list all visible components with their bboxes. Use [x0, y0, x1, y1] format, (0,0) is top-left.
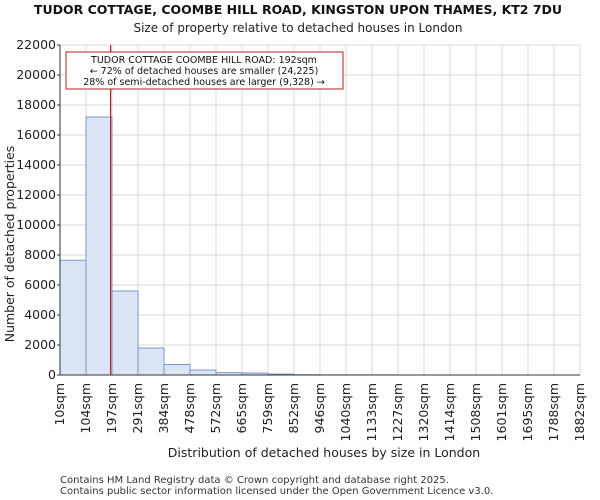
annotation-line-2: ← 72% of detached houses are smaller (24…	[90, 66, 319, 77]
x-axis-label: Distribution of detached houses by size …	[168, 445, 480, 460]
x-tick-label: 1133sqm	[364, 383, 379, 441]
y-tick-label: 12000	[16, 187, 56, 202]
x-tick-label: 1227sqm	[390, 383, 405, 441]
x-tick-label: 1882sqm	[572, 383, 587, 441]
y-tick-labels: 0 2000 4000 6000 8000 10000 12000 14000 16000 180…	[16, 37, 60, 382]
x-tick-label: 1320sqm	[416, 383, 431, 441]
x-tick-label: 759sqm	[260, 383, 275, 433]
x-tick-label: 1601sqm	[494, 383, 509, 441]
y-tick-label: 2000	[24, 337, 56, 352]
bar	[85, 116, 113, 376]
annotation-border	[65, 51, 344, 90]
x-tick-label: 10sqm	[52, 383, 67, 426]
x-tick-label: 197sqm	[104, 383, 119, 433]
x-tick-label: 665sqm	[234, 383, 249, 433]
bar	[111, 290, 139, 376]
y-tick-label: 8000	[24, 247, 56, 262]
chart-subtitle: Size of property relative to detached ho…	[133, 21, 462, 35]
x-tick-label: 1414sqm	[442, 383, 457, 441]
chart-title: TUDOR COTTAGE, COOMBE HILL ROAD, KINGSTO…	[34, 2, 562, 17]
y-tick-label: 14000	[16, 157, 56, 172]
y-tick-label: 20000	[16, 67, 56, 82]
bar	[59, 259, 87, 376]
y-tick-label: 18000	[16, 97, 56, 112]
annotation-line-3: 28% of semi-detached houses are larger (…	[83, 77, 325, 88]
y-tick-label: 16000	[16, 127, 56, 142]
annotation-box: TUDOR COTTAGE COOMBE HILL ROAD: 192sqm ←…	[65, 51, 344, 90]
x-tick-label: 478sqm	[182, 383, 197, 433]
x-tick-label: 1040sqm	[338, 383, 353, 441]
x-tick-label: 291sqm	[130, 383, 145, 433]
y-tick-label: 22000	[16, 37, 56, 52]
y-tick-label: 10000	[16, 217, 56, 232]
footer-line-1: Contains HM Land Registry data © Crown c…	[60, 475, 449, 486]
bar	[163, 364, 191, 376]
bar	[189, 369, 217, 376]
x-tick-label: 1788sqm	[546, 383, 561, 441]
y-tick-label: 4000	[24, 307, 56, 322]
x-tick-label: 384sqm	[156, 383, 171, 433]
y-axis-label: Number of detached properties	[2, 146, 17, 343]
bar	[137, 347, 165, 376]
x-tick-label: 1695sqm	[520, 383, 535, 441]
x-tick-label: 1508sqm	[468, 383, 483, 441]
annotation-line-1: TUDOR COTTAGE COOMBE HILL ROAD: 192sqm	[90, 55, 317, 66]
y-tick-label: 6000	[24, 277, 56, 292]
x-tick-label: 572sqm	[208, 383, 223, 433]
x-tick-label: 852sqm	[286, 383, 301, 433]
x-tick-label: 946sqm	[312, 383, 327, 433]
x-tick-labels: 10sqm 104sqm 197sqm 291sqm 384sqm 478sqm 572sq…	[52, 383, 587, 441]
y-tick-label: 0	[48, 367, 56, 382]
footer-line-2: Contains public sector information licen…	[60, 486, 493, 497]
x-tick-label: 104sqm	[78, 383, 93, 433]
axes	[59, 45, 580, 376]
bars	[59, 116, 529, 376]
